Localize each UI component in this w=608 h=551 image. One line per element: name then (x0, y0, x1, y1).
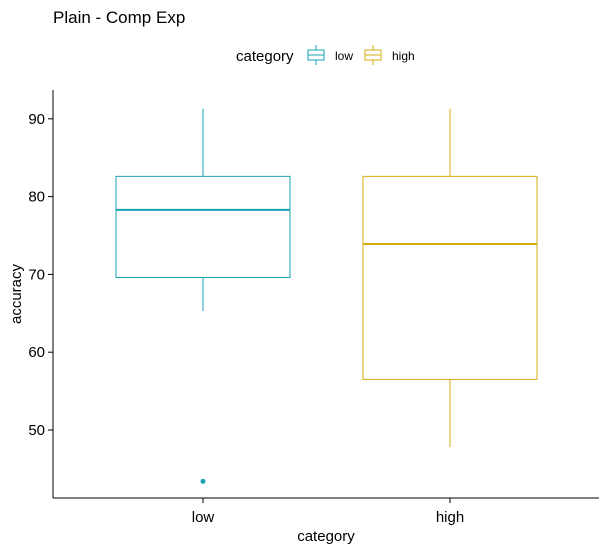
y-tick-label: 50 (28, 422, 45, 439)
y-axis-label: accuracy (8, 263, 25, 324)
legend-item-low: low (307, 45, 353, 65)
legend-title: category (236, 48, 294, 65)
legend-key (307, 45, 325, 65)
box-high (362, 108, 538, 448)
plot-area: 50 60 70 80 90 low high (28, 90, 599, 526)
legend: category low high (236, 45, 415, 65)
chart-title: Plain - Comp Exp (53, 8, 185, 27)
y-tick-label: 80 (28, 189, 45, 206)
x-axis-label: category (297, 528, 355, 545)
legend-item-high: high (364, 45, 415, 65)
box-low (115, 108, 291, 484)
y-tick-label: 90 (28, 111, 45, 128)
y-tick-label: 60 (28, 344, 45, 361)
x-tick-label: high (436, 509, 464, 526)
iqr-box (362, 175, 538, 380)
legend-label: low (335, 49, 353, 63)
x-tick-label: low (192, 509, 215, 526)
iqr-box (115, 175, 291, 279)
legend-label: high (392, 49, 415, 63)
y-tick-label: 70 (28, 266, 45, 283)
legend-key (364, 45, 382, 65)
outlier-point (200, 478, 206, 484)
